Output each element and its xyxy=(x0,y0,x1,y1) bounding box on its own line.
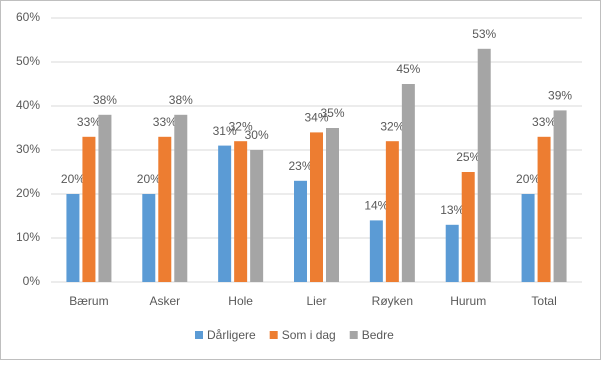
value-label: 53% xyxy=(472,27,496,41)
value-label: 32% xyxy=(380,119,404,133)
bar xyxy=(310,132,323,282)
y-tick-label: 0% xyxy=(23,274,41,288)
bar xyxy=(250,150,264,282)
legend-label: Dårligere xyxy=(207,328,256,342)
value-label: 23% xyxy=(288,159,312,173)
value-label: 20% xyxy=(137,172,161,186)
value-label: 38% xyxy=(169,93,193,107)
bar xyxy=(326,128,339,282)
value-label: 33% xyxy=(77,115,101,129)
bar xyxy=(174,114,188,282)
bar xyxy=(521,194,535,282)
y-tick-label: 40% xyxy=(16,98,40,112)
y-tick-label: 50% xyxy=(16,54,40,68)
value-label: 20% xyxy=(61,172,85,186)
bar xyxy=(66,194,80,282)
bar xyxy=(234,141,248,282)
legend-label: Bedre xyxy=(362,328,394,342)
value-label: 33% xyxy=(532,115,556,129)
bar xyxy=(82,136,96,282)
value-label: 45% xyxy=(396,62,420,76)
value-label: 39% xyxy=(548,89,572,103)
bar xyxy=(218,145,232,282)
bar xyxy=(385,141,399,282)
x-tick-label: Asker xyxy=(149,294,180,308)
bar xyxy=(294,180,307,282)
value-label: 35% xyxy=(320,106,344,120)
value-label: 13% xyxy=(440,203,464,217)
bar xyxy=(369,220,383,282)
x-tick-label: Hole xyxy=(228,294,253,308)
x-tick-label: Bærum xyxy=(69,294,108,308)
value-label: 20% xyxy=(516,172,540,186)
x-tick-label: Røyken xyxy=(372,294,413,308)
legend-swatch xyxy=(349,331,358,339)
bar xyxy=(553,110,567,283)
bar xyxy=(445,224,459,282)
bar xyxy=(537,136,551,282)
legend-swatch xyxy=(269,331,278,339)
legend-label: Som i dag xyxy=(282,328,336,342)
value-label: 33% xyxy=(153,115,177,129)
bar xyxy=(401,84,415,282)
y-tick-label: 60% xyxy=(16,10,40,24)
x-tick-label: Total xyxy=(531,294,556,308)
x-tick-label: Hurum xyxy=(450,294,486,308)
bar xyxy=(461,172,475,282)
value-label: 38% xyxy=(93,93,117,107)
y-tick-label: 30% xyxy=(16,142,40,156)
y-tick-label: 10% xyxy=(16,230,40,244)
value-label: 34% xyxy=(304,111,328,125)
bar xyxy=(477,48,491,282)
legend-swatch xyxy=(195,331,203,339)
value-label: 32% xyxy=(229,119,253,133)
value-label: 31% xyxy=(213,124,237,138)
x-tick-label: Lier xyxy=(306,294,326,308)
y-tick-label: 20% xyxy=(16,186,40,200)
value-label: 30% xyxy=(245,128,269,142)
bar xyxy=(142,194,156,282)
bar xyxy=(98,114,112,282)
value-label: 25% xyxy=(456,150,480,164)
value-label: 14% xyxy=(364,199,388,213)
bar xyxy=(158,136,172,282)
